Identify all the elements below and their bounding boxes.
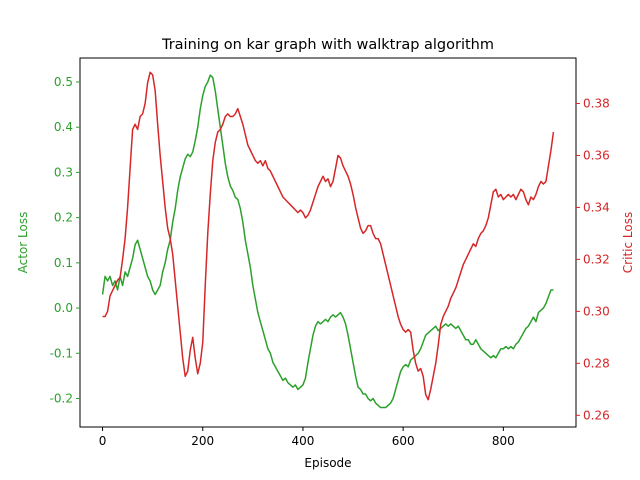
y-axis-right-label: Critic Loss — [621, 212, 635, 273]
y-left-tick-label: 0.4 — [54, 120, 73, 134]
chart-title: Training on kar graph with walktrap algo… — [161, 37, 494, 53]
series-line-actor-loss — [101, 74, 554, 409]
y-axis-left-ticks: -0.2 -0.1 0.0 0.1 0.2 0.3 0.4 0.5 — [50, 75, 80, 406]
series-line-critic-loss — [102, 71, 555, 401]
x-tick-label: 400 — [291, 434, 314, 448]
y-right-tick-label: 0.38 — [583, 96, 610, 110]
y-axis-left-label: Actor Loss — [16, 212, 30, 274]
plot-frame — [79, 57, 577, 428]
y-right-tick-label: 0.30 — [583, 304, 610, 318]
y-axis-right-ticks: 0.26 0.28 0.30 0.32 0.34 0.36 0.38 — [576, 96, 610, 422]
y-left-tick-label: 0.5 — [54, 75, 73, 89]
x-tick-label: 600 — [392, 434, 415, 448]
y-right-tick-label: 0.34 — [583, 200, 610, 214]
y-left-tick-label: 0.0 — [54, 301, 73, 315]
x-axis-ticks: 0 200 400 600 800 — [99, 427, 515, 448]
x-tick-label: 800 — [492, 434, 515, 448]
plot-area — [79, 57, 577, 428]
y-right-tick-label: 0.36 — [583, 148, 610, 162]
y-right-tick-label: 0.26 — [583, 408, 610, 422]
x-tick-label: 0 — [99, 434, 107, 448]
y-left-tick-label: -0.2 — [50, 392, 73, 406]
y-left-tick-label: 0.2 — [54, 211, 73, 225]
y-left-tick-label: 0.1 — [54, 256, 73, 270]
y-left-tick-label: 0.3 — [54, 165, 73, 179]
x-axis-label: Episode — [304, 456, 351, 470]
y-left-tick-label: -0.1 — [50, 346, 73, 360]
y-right-tick-label: 0.32 — [583, 252, 610, 266]
x-tick-label: 200 — [191, 434, 214, 448]
y-right-tick-label: 0.28 — [583, 356, 610, 370]
